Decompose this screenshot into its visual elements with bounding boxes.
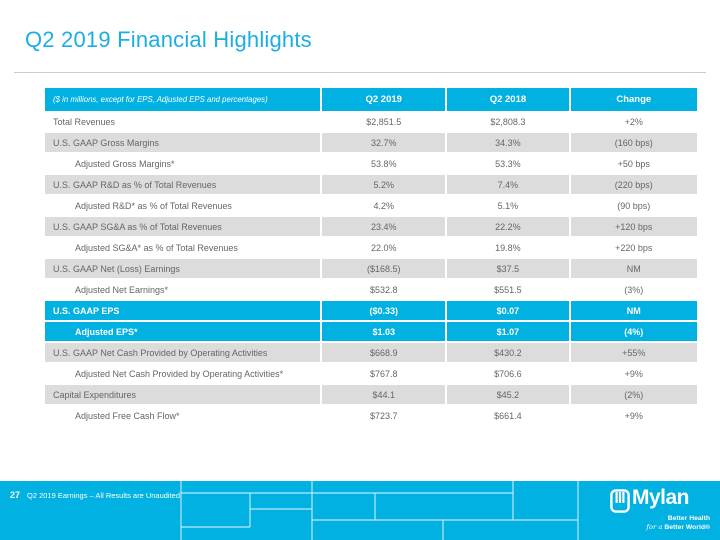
value-cell-q2-2019: $767.8: [320, 364, 446, 383]
table-row: Adjusted Net Cash Provided by Operating …: [45, 364, 697, 383]
value-cell-q2-2019: $1.03: [320, 322, 446, 341]
tagline-line2: for a Better World®: [610, 523, 710, 532]
row-label-cell: U.S. GAAP Net (Loss) Earnings: [45, 259, 321, 278]
value-cell-q2-2018: $1.07: [445, 322, 569, 341]
tagline-line1: Better Health: [667, 515, 710, 522]
row-label-cell: Adjusted SG&A* as % of Total Revenues: [45, 238, 321, 257]
table-row: Adjusted SG&A* as % of Total Revenues 22.…: [45, 238, 697, 257]
row-label-cell: U.S. GAAP R&D as % of Total Revenues: [45, 175, 321, 194]
mylan-tagline: Better Health for a Better World®: [610, 515, 710, 532]
footnote-text: Q2 2019 Earnings – All Results are Unaud…: [27, 491, 181, 500]
value-cell-change: NM: [568, 259, 697, 278]
value-cell-change: (4%): [568, 322, 697, 341]
table-header-q2-2018: Q2 2018: [445, 88, 569, 111]
value-cell-q2-2018: $45.2: [445, 385, 569, 404]
row-label-cell: Capital Expenditures: [45, 385, 321, 404]
value-cell-q2-2018: $0.07: [445, 301, 569, 320]
table-row: U.S. GAAP R&D as % of Total Revenues 5.2%…: [45, 175, 697, 194]
value-cell-q2-2018: 7.4%: [445, 175, 569, 194]
table-header-note: ($ in millions, except for EPS, Adjusted…: [45, 88, 321, 111]
table-row: U.S. GAAP Net Cash Provided by Operating…: [45, 343, 697, 362]
table-row: Adjusted EPS* $1.03 $1.07 (4%): [45, 322, 697, 341]
value-cell-q2-2018: $37.5: [445, 259, 569, 278]
table-row: Capital Expenditures $44.1 $45.2 (2%): [45, 385, 697, 404]
value-cell-q2-2018: 34.3%: [445, 133, 569, 152]
value-cell-change: NM: [568, 301, 697, 320]
row-label-cell: U.S. GAAP Gross Margins: [45, 133, 321, 152]
row-label-cell: Adjusted R&D* as % of Total Revenues: [45, 196, 321, 215]
row-label-cell: Adjusted EPS*: [45, 322, 321, 341]
table-row: Adjusted R&D* as % of Total Revenues 4.2%…: [45, 196, 697, 215]
value-cell-q2-2018: 19.8%: [445, 238, 569, 257]
row-label-cell: Adjusted Free Cash Flow*: [45, 406, 321, 425]
row-label-cell: U.S. GAAP SG&A as % of Total Revenues: [45, 217, 321, 236]
value-cell-q2-2019: $723.7: [320, 406, 446, 425]
value-cell-q2-2019: $2,851.5: [320, 112, 446, 131]
value-cell-change: +220 bps: [568, 238, 697, 257]
value-cell-q2-2019: $668.9: [320, 343, 446, 362]
value-cell-change: (160 bps): [568, 133, 697, 152]
value-cell-change: +2%: [568, 112, 697, 131]
mylan-logo: Mylan Better Health for a Better World®: [610, 487, 710, 532]
value-cell-q2-2019: 32.7%: [320, 133, 446, 152]
value-cell-q2-2018: $706.6: [445, 364, 569, 383]
row-label-cell: Adjusted Net Cash Provided by Operating …: [45, 364, 321, 383]
table-header-change: Change: [568, 88, 697, 111]
financial-highlights-table: ($ in millions, except for EPS, Adjusted…: [45, 88, 697, 427]
table-row: U.S. GAAP EPS ($0.33) $0.07 NM: [45, 301, 697, 320]
footer-mosaic-pattern: [180, 481, 579, 540]
value-cell-change: +120 bps: [568, 217, 697, 236]
row-label-cell: Total Revenues: [45, 112, 321, 131]
value-cell-change: (90 bps): [568, 196, 697, 215]
value-cell-q2-2019: $532.8: [320, 280, 446, 299]
tagline-rest-part: Better World®: [664, 524, 710, 531]
title-divider: [14, 72, 706, 73]
value-cell-q2-2018: 5.1%: [445, 196, 569, 215]
value-cell-q2-2018: 53.3%: [445, 154, 569, 173]
value-cell-change: (3%): [568, 280, 697, 299]
value-cell-change: +9%: [568, 406, 697, 425]
value-cell-q2-2018: $2,808.3: [445, 112, 569, 131]
row-label-cell: U.S. GAAP Net Cash Provided by Operating…: [45, 343, 321, 362]
value-cell-change: (220 bps): [568, 175, 697, 194]
table-row: Adjusted Free Cash Flow* $723.7 $661.4 +9%: [45, 406, 697, 425]
value-cell-q2-2019: ($0.33): [320, 301, 446, 320]
page-number: 27: [10, 490, 21, 500]
table-row: U.S. GAAP Net (Loss) Earnings ($168.5) $37…: [45, 259, 697, 278]
value-cell-q2-2019: ($168.5): [320, 259, 446, 278]
mylan-logo-icon: [610, 489, 630, 513]
row-label-cell: Adjusted Gross Margins*: [45, 154, 321, 173]
value-cell-q2-2019: 23.4%: [320, 217, 446, 236]
table-header-row: ($ in millions, except for EPS, Adjusted…: [45, 88, 697, 111]
value-cell-q2-2019: 5.2%: [320, 175, 446, 194]
tagline-script-part: for a: [646, 523, 663, 531]
table-row: Adjusted Gross Margins* 53.8% 53.3% +50 bps: [45, 154, 697, 173]
footer-band: 27 Q2 2019 Earnings – All Results are Un…: [0, 481, 720, 540]
value-cell-q2-2019: 53.8%: [320, 154, 446, 173]
value-cell-q2-2018: $430.2: [445, 343, 569, 362]
table-header-q2-2019: Q2 2019: [320, 88, 446, 111]
value-cell-q2-2018: $661.4: [445, 406, 569, 425]
mylan-wordmark: Mylan: [632, 486, 690, 509]
table-row: Total Revenues $2,851.5 $2,808.3 +2%: [45, 112, 697, 131]
value-cell-change: +55%: [568, 343, 697, 362]
footer-footnote: 27 Q2 2019 Earnings – All Results are Un…: [10, 490, 180, 500]
page-title: Q2 2019 Financial Highlights: [25, 27, 312, 52]
value-cell-q2-2018: $551.5: [445, 280, 569, 299]
mylan-logo-row: Mylan: [610, 487, 710, 513]
table-body: Total Revenues $2,851.5 $2,808.3 +2% U.S. GA…: [45, 112, 697, 425]
row-label-cell: U.S. GAAP EPS: [45, 301, 321, 320]
table-row: Adjusted Net Earnings* $532.8 $551.5 (3%): [45, 280, 697, 299]
value-cell-change: +9%: [568, 364, 697, 383]
value-cell-change: +50 bps: [568, 154, 697, 173]
value-cell-q2-2019: 22.0%: [320, 238, 446, 257]
value-cell-q2-2018: 22.2%: [445, 217, 569, 236]
table-row: U.S. GAAP Gross Margins 32.7% 34.3% (160 bp…: [45, 133, 697, 152]
value-cell-change: (2%): [568, 385, 697, 404]
table-row: U.S. GAAP SG&A as % of Total Revenues 23.…: [45, 217, 697, 236]
value-cell-q2-2019: 4.2%: [320, 196, 446, 215]
row-label-cell: Adjusted Net Earnings*: [45, 280, 321, 299]
value-cell-q2-2019: $44.1: [320, 385, 446, 404]
